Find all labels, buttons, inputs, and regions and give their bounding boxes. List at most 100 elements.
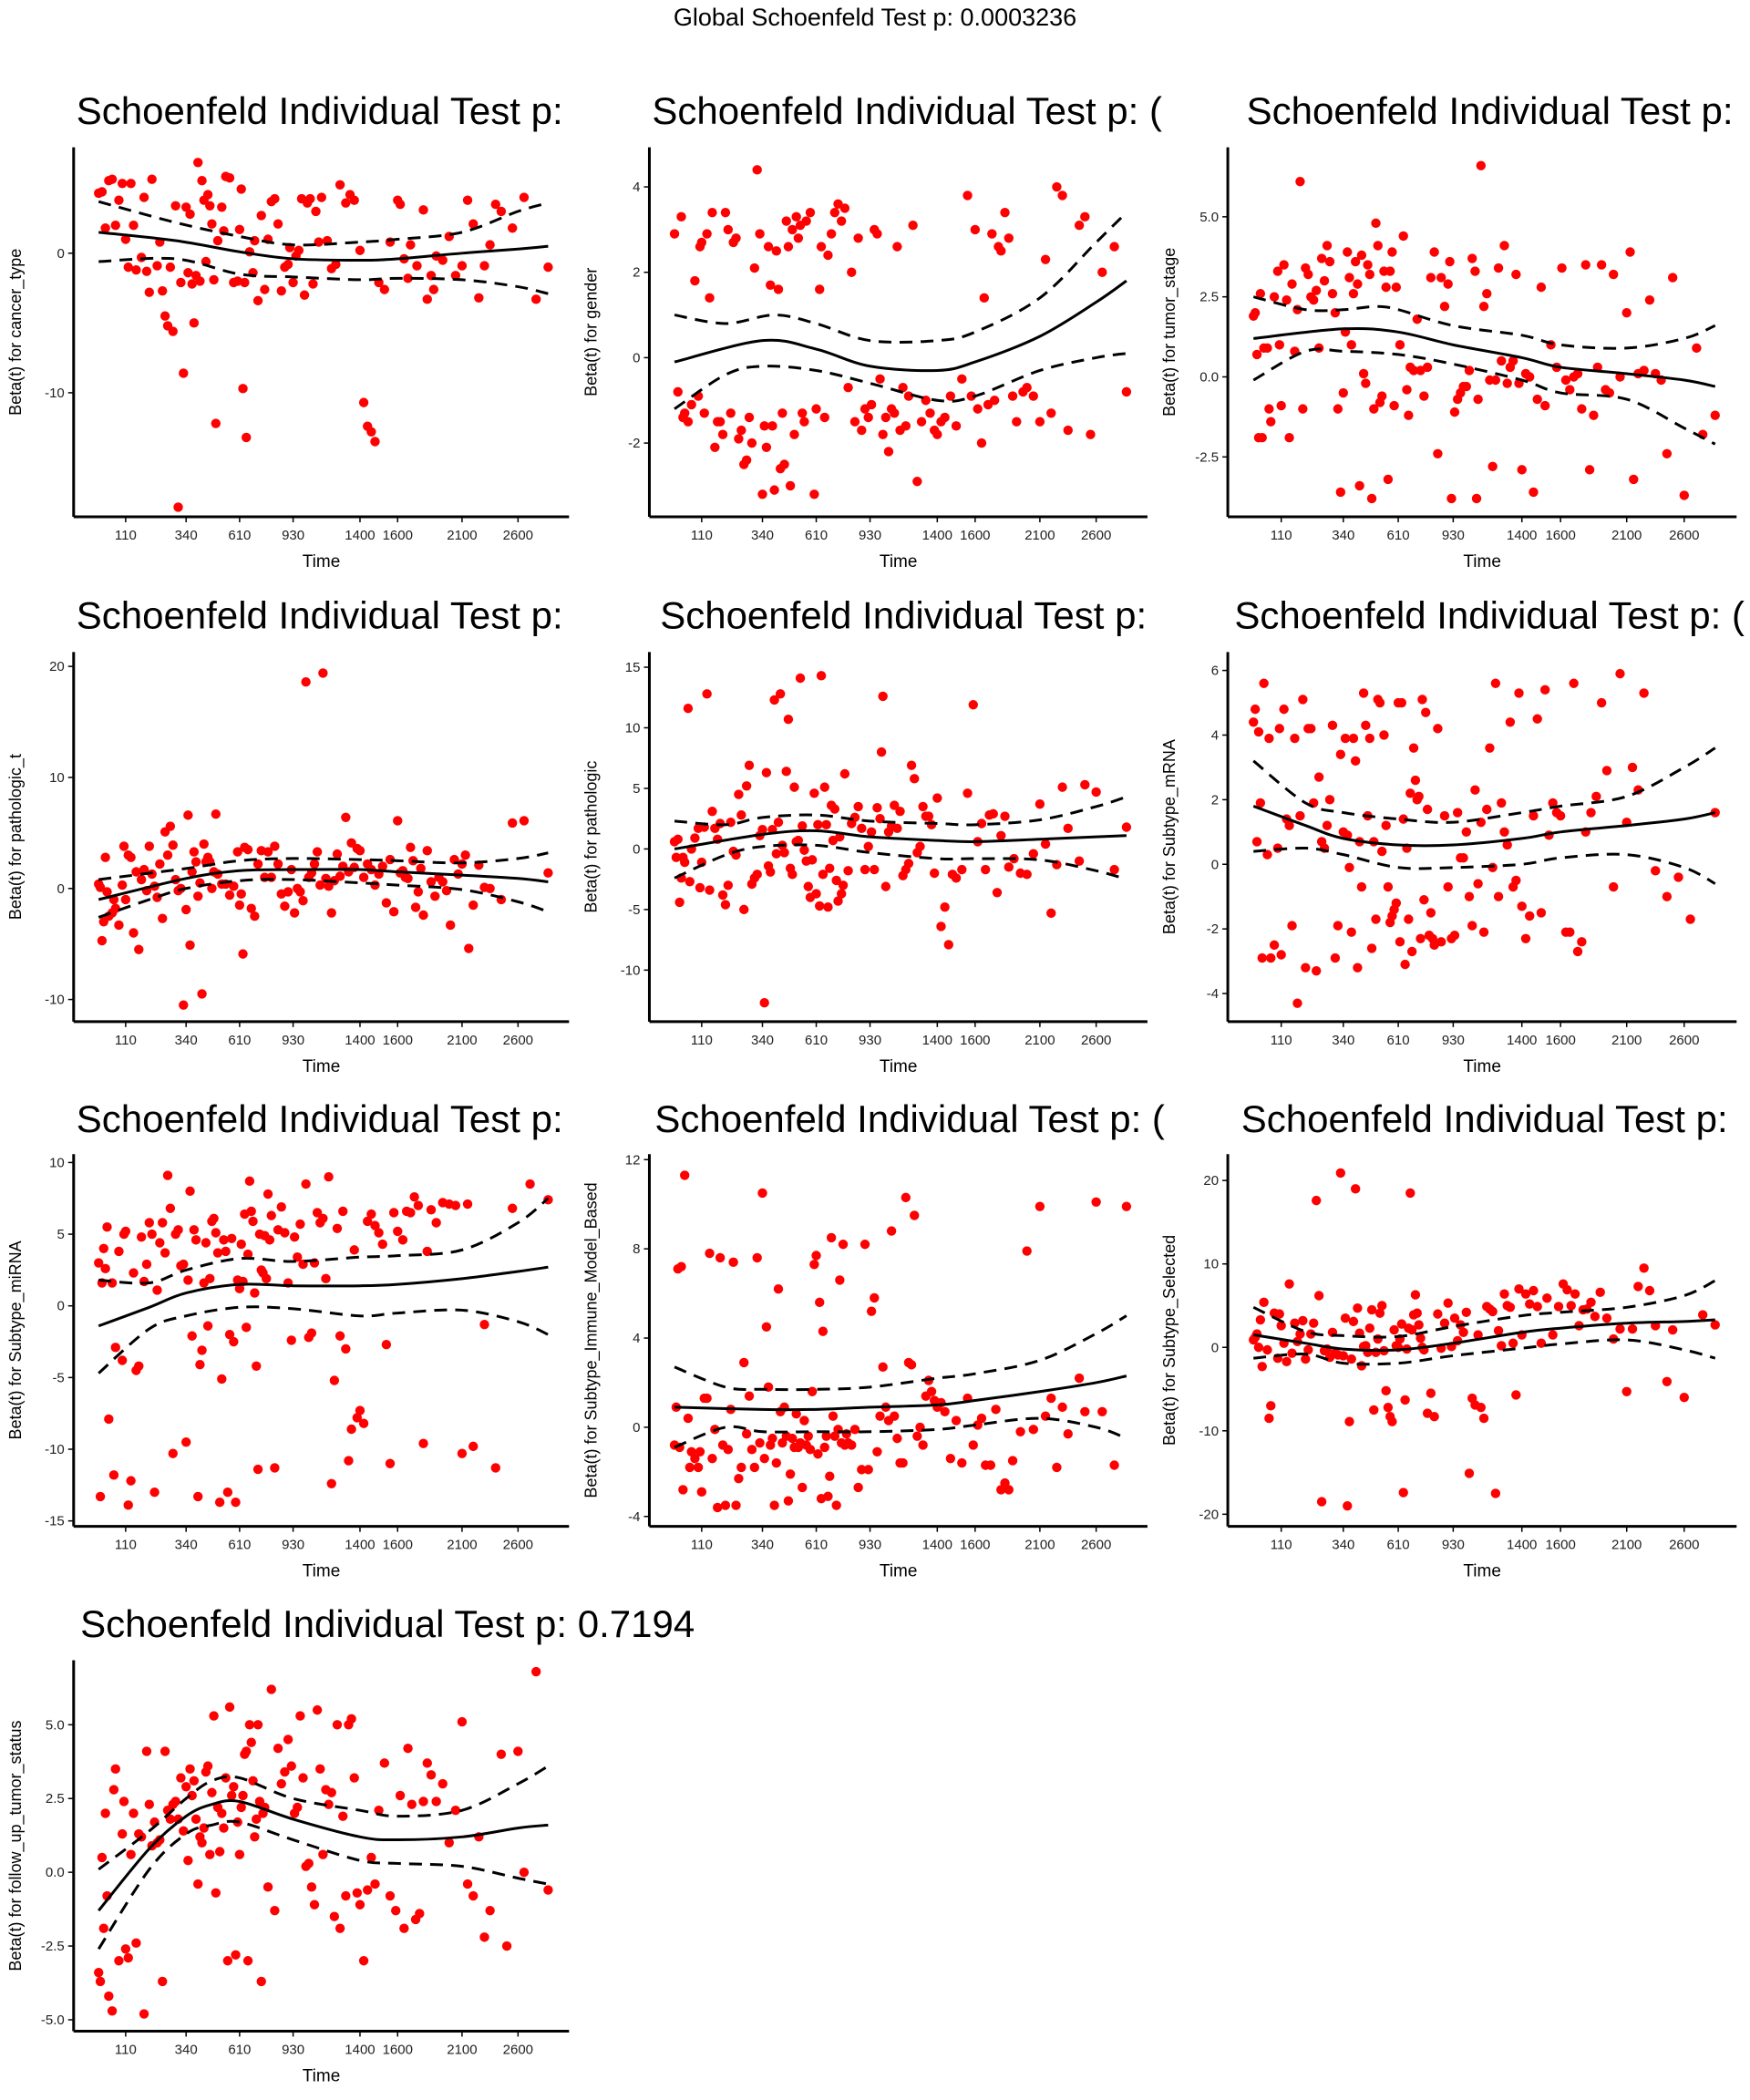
data-point [155,859,165,870]
data-point [1490,375,1501,386]
data-point [250,911,260,921]
panel-title: Schoenfeld Individual Test p: ( [652,89,1162,132]
data-point [707,1453,717,1464]
data-point [1461,827,1471,838]
data-point [485,883,495,893]
data-point [242,1956,253,1966]
x-tick-label: 110 [115,2042,137,2057]
data-point [335,180,345,190]
y-tick-label: 10 [49,1155,65,1170]
data-point [1557,262,1567,273]
data-point [1499,1289,1509,1299]
data-point [857,1465,867,1475]
data-point [141,1259,152,1270]
x-axis-label: Time [303,552,341,571]
data-point [286,1335,296,1345]
x-tick-label: 2600 [1669,1033,1699,1048]
data-point [1298,404,1308,414]
data-point [335,871,345,881]
data-point [1511,875,1521,886]
data-point [866,1306,877,1316]
data-point [906,1360,917,1370]
y-tick-label: 6 [1211,664,1219,679]
data-point [1383,881,1394,892]
data-point [1343,1500,1353,1511]
data-point [759,1453,769,1464]
data-point [293,245,304,255]
data-point [1536,282,1547,293]
data-point [1461,1307,1471,1318]
data-point [507,1203,518,1213]
data-point [1408,365,1419,376]
data-point [379,1758,390,1768]
data-point [1333,921,1343,931]
data-point [836,889,847,899]
data-point [1057,190,1067,201]
data-point [866,399,877,410]
data-point [468,1441,479,1452]
data-point [1389,1324,1399,1335]
data-point [179,1826,189,1837]
data-point [1625,247,1635,257]
data-point [97,1852,108,1863]
data-point [1488,461,1498,472]
data-point [1313,772,1324,782]
data-point [736,809,746,820]
data-point [129,1268,139,1278]
data-point [446,920,456,931]
data-point [318,668,328,678]
data-point [1377,391,1387,401]
data-point [860,1240,870,1250]
data-point [409,1191,419,1202]
data-point [139,192,149,202]
data-point [187,1331,197,1341]
data-point [525,1179,535,1189]
upper-ci-line [98,851,549,881]
x-tick-label: 930 [1442,1538,1465,1553]
data-point [1662,891,1673,901]
data-point [863,1465,873,1475]
data-point [1040,254,1051,264]
upper-ci-line [98,1197,550,1285]
data-point [403,1743,413,1754]
data-point [1595,1287,1605,1298]
data-point [1591,791,1601,802]
data-point [141,1746,152,1756]
data-point [1572,946,1583,957]
data-point [1028,1425,1038,1435]
data-point [136,874,147,885]
panel-9: Schoenfeld Individual Test p: 110 340 610 93… [1160,1097,1737,1581]
data-point [519,192,530,202]
data-point [853,1482,863,1493]
data-point [739,1357,749,1368]
data-point [95,1491,106,1502]
data-point [1264,1413,1274,1424]
data-point [144,1218,155,1228]
data-point [1651,866,1661,876]
data-point [752,165,762,175]
data-point [695,1446,705,1457]
x-tick-label: 610 [228,1033,251,1048]
data-point [1364,733,1375,744]
data-point [214,1847,225,1857]
data-point [250,235,260,246]
x-tick-label: 340 [175,2042,198,2057]
y-tick-label: 4 [1211,727,1219,743]
data-point [1525,372,1535,382]
data-point [1476,1402,1487,1413]
data-point [152,261,162,271]
y-tick-label: -2.5 [1195,449,1219,465]
data-point [1414,1320,1424,1330]
data-point [1276,950,1286,960]
panel-7: Schoenfeld Individual Test p: 110 340 610 93… [6,1097,570,1581]
y-tick-label: 10 [1203,1257,1219,1272]
data-point [326,1478,336,1488]
y-tick-label: 10 [625,720,641,736]
data-point [326,908,336,918]
data-point [1473,394,1483,405]
data-point [901,421,911,431]
data-point [1274,1309,1284,1319]
data-point [833,199,843,209]
data-point [1529,1285,1539,1296]
data-point [710,442,720,452]
